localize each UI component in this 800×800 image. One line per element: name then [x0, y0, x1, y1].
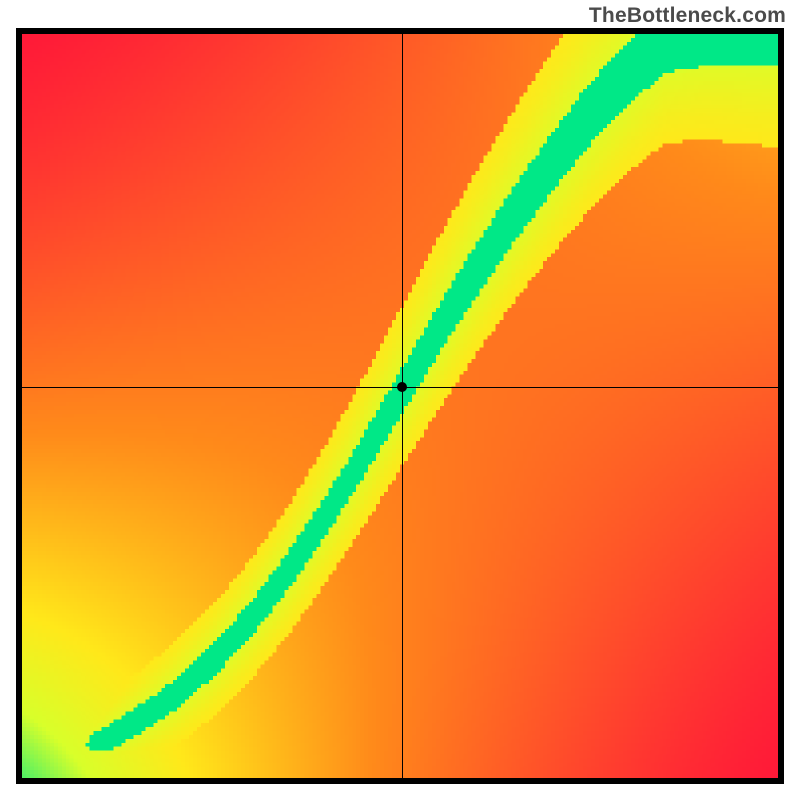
- heatmap-canvas: [22, 34, 778, 778]
- plot-frame: [16, 28, 784, 784]
- crosshair-vertical: [402, 34, 403, 778]
- crosshair-marker: [397, 382, 407, 392]
- plot-area: [22, 34, 778, 778]
- chart-container: TheBottleneck.com: [0, 0, 800, 800]
- watermark-text: TheBottleneck.com: [589, 4, 786, 28]
